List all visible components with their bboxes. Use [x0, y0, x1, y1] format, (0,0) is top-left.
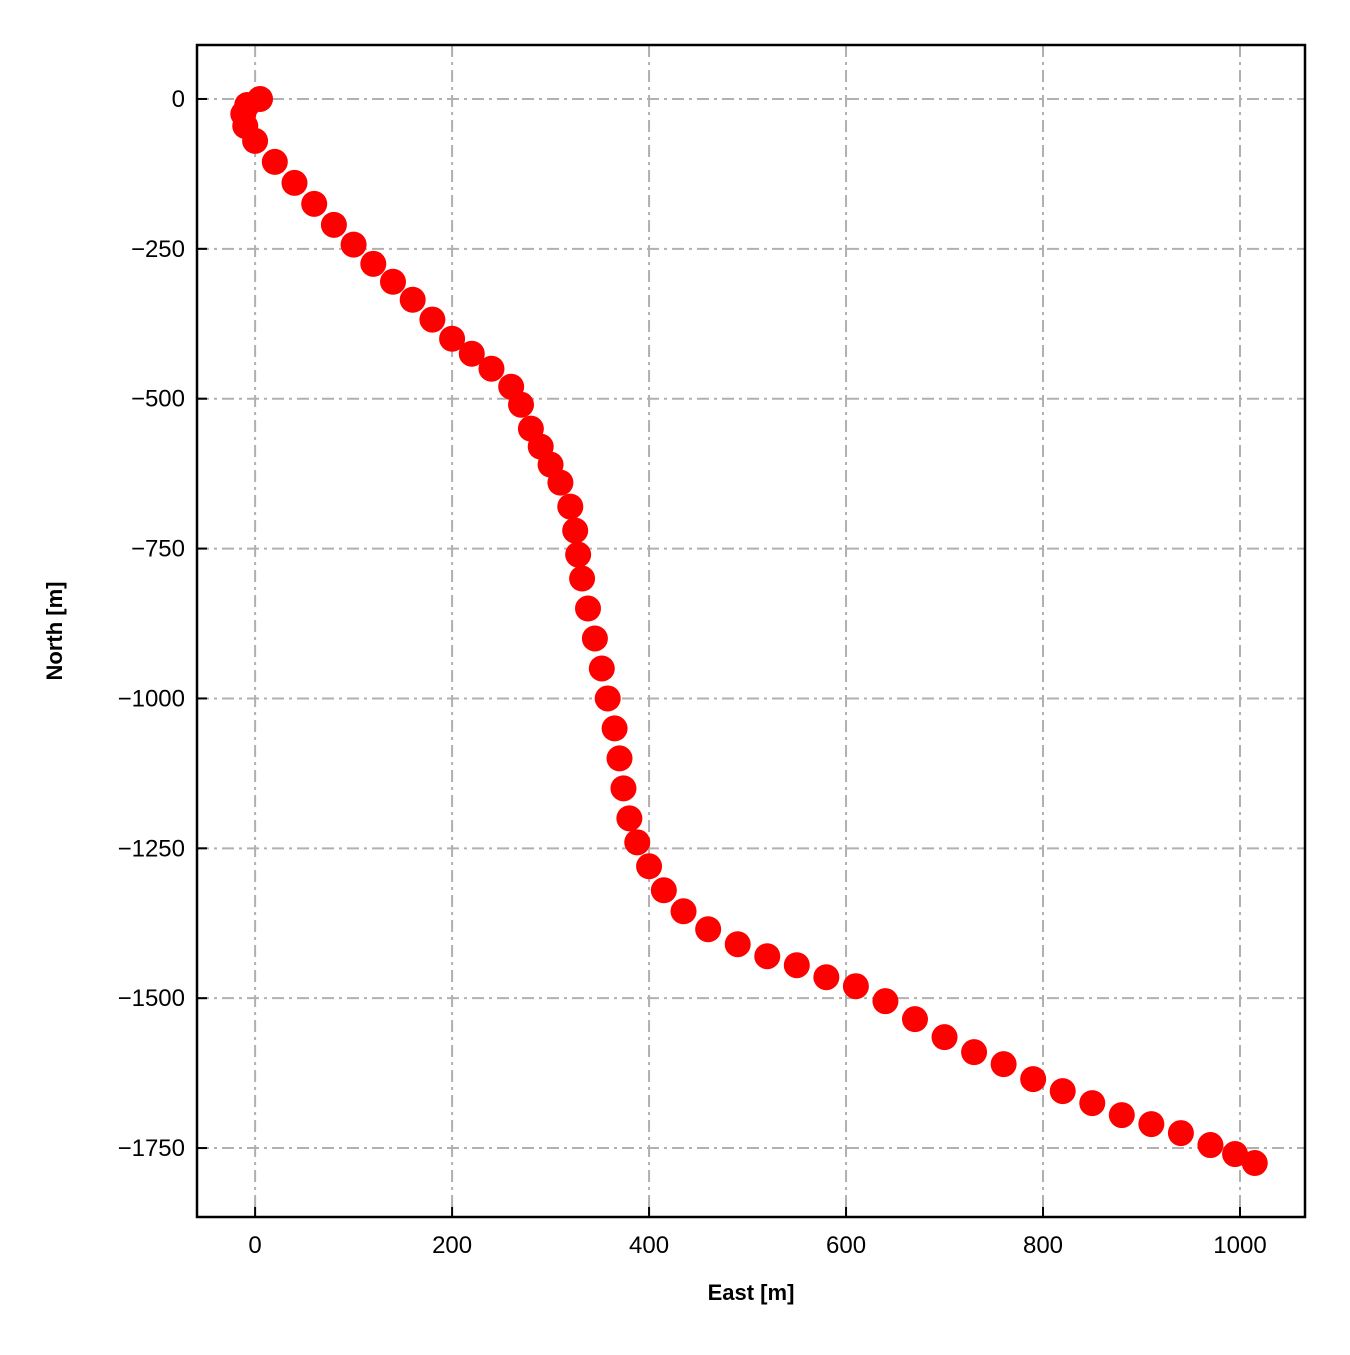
point: [624, 829, 651, 856]
y-tick-label: −250: [131, 236, 185, 263]
point: [1049, 1078, 1076, 1105]
point: [242, 127, 269, 154]
point: [616, 805, 643, 832]
point: [842, 973, 869, 1000]
point: [281, 169, 308, 196]
point: [508, 391, 535, 418]
point: [1222, 1141, 1249, 1168]
plot-frame: [195, 43, 1307, 1219]
point: [636, 853, 663, 880]
x-axis-label: East [m]: [708, 1280, 795, 1305]
y-tick-label: −500: [131, 386, 185, 413]
point: [478, 355, 505, 382]
x-tick-label: 600: [826, 1232, 866, 1259]
point: [594, 685, 621, 712]
point: [1079, 1090, 1106, 1117]
point: [562, 517, 589, 544]
y-axis-label: North [m]: [42, 582, 67, 681]
y-tick-label: −750: [131, 536, 185, 563]
point: [601, 715, 628, 742]
y-tick-label: −1500: [118, 985, 185, 1012]
point: [569, 565, 596, 592]
point: [547, 469, 574, 496]
x-tick-label: 0: [248, 1232, 261, 1259]
point: [990, 1051, 1017, 1078]
point: [610, 775, 637, 802]
y-tick-label: −1750: [118, 1135, 185, 1162]
point: [872, 988, 899, 1015]
point: [581, 625, 608, 652]
point: [724, 931, 751, 958]
y-tick-label: 0: [172, 86, 185, 113]
point: [901, 1006, 928, 1033]
point: [340, 231, 367, 258]
point: [261, 148, 288, 175]
point: [961, 1039, 988, 1066]
point: [650, 877, 677, 904]
point: [320, 211, 347, 238]
point: [458, 340, 485, 367]
point: [931, 1024, 958, 1051]
point: [399, 286, 426, 313]
point: [588, 655, 615, 682]
point: [754, 943, 781, 970]
point: [419, 306, 446, 333]
x-tick-label: 200: [432, 1232, 472, 1259]
point: [1108, 1102, 1135, 1129]
point: [301, 190, 328, 217]
point: [1020, 1066, 1047, 1093]
point: [575, 595, 602, 622]
point: [1197, 1132, 1224, 1159]
point: [1241, 1150, 1268, 1177]
y-tick-label: −1000: [118, 685, 185, 712]
point: [670, 898, 697, 925]
point: [1167, 1120, 1194, 1147]
y-tick-label: −1250: [118, 835, 185, 862]
point: [695, 916, 722, 943]
point: [439, 325, 466, 352]
point: [1138, 1111, 1165, 1138]
point: [783, 952, 810, 979]
point: [606, 745, 633, 772]
point: [813, 964, 840, 991]
x-tick-label: 1000: [1213, 1232, 1266, 1259]
point: [360, 250, 387, 277]
x-tick-label: 400: [629, 1232, 669, 1259]
point: [565, 541, 592, 568]
x-tick-label: 800: [1023, 1232, 1063, 1259]
point: [379, 268, 406, 295]
point: [557, 493, 584, 520]
